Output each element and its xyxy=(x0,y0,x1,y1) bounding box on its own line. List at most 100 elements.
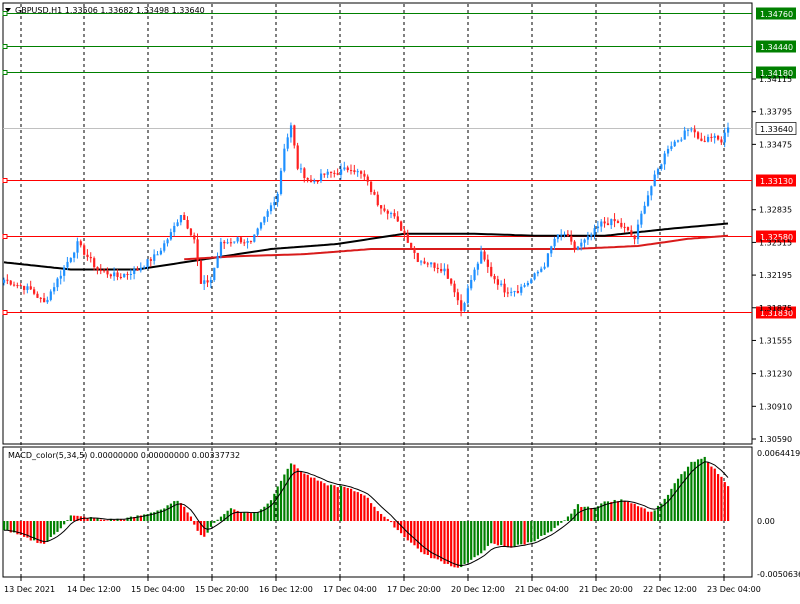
macd-bar xyxy=(463,521,466,564)
macd-bar xyxy=(663,498,666,521)
macd-bar xyxy=(116,518,119,521)
level-handle-2[interactable] xyxy=(2,70,8,75)
candle-body xyxy=(473,269,476,280)
candle-body xyxy=(506,292,509,294)
candle-body xyxy=(356,171,359,173)
ma-black-line xyxy=(3,222,729,271)
macd-bar xyxy=(286,468,289,521)
macd-bar xyxy=(326,485,329,521)
level-handle-3[interactable] xyxy=(2,178,8,183)
candle-body xyxy=(600,221,603,227)
macd-bar xyxy=(139,515,142,521)
time-tick-label-2: 15 Dec 04:00 xyxy=(131,585,185,594)
price-axis: 1.34115 1.33795 1.33475 1.32835 1.32515 1.321… xyxy=(752,75,800,579)
macd-bar xyxy=(93,518,96,521)
candle-body xyxy=(179,214,183,223)
macd-bar xyxy=(553,521,556,528)
candle-body xyxy=(149,259,153,261)
macd-bar xyxy=(543,521,546,536)
macd-bar xyxy=(370,503,373,521)
candle-body xyxy=(29,286,32,290)
level-handle-4[interactable] xyxy=(2,234,8,239)
macd-bar xyxy=(353,491,356,521)
chart-title: GBPUSD,H1 1.33506 1.33682 1.33498 1.3364… xyxy=(15,6,205,15)
macd-bar xyxy=(13,521,16,533)
macd-bar xyxy=(700,458,703,521)
macd-bar xyxy=(3,521,6,531)
candle-body xyxy=(279,170,283,194)
candle-body xyxy=(556,234,560,239)
candle-body xyxy=(716,135,720,140)
candle-body xyxy=(530,279,533,283)
candle-body xyxy=(540,268,543,272)
macd-bar xyxy=(206,521,209,533)
level-handle-0[interactable] xyxy=(2,11,8,16)
macd-bar xyxy=(219,516,223,521)
macd-bar xyxy=(390,521,393,523)
time-axis: 13 Dec 2021 14 Dec 12:00 15 Dec 04:00 15 De… xyxy=(4,577,761,594)
level-handle-5[interactable] xyxy=(2,310,8,315)
macd-bar xyxy=(643,508,646,521)
candle-body xyxy=(686,129,690,131)
macd-bar xyxy=(510,521,513,548)
horizontal-levels: 1.34760 1.34440 1.34180 1.33130 1.32580 1.318… xyxy=(2,7,797,319)
macd-bar xyxy=(580,506,583,521)
candle-body xyxy=(593,228,596,235)
candle-body xyxy=(316,180,319,182)
macd-bar xyxy=(550,521,553,532)
macd-bar xyxy=(586,506,590,521)
macd-bar xyxy=(233,509,236,521)
collapse-triangle-icon[interactable] xyxy=(5,8,11,12)
candle-body xyxy=(63,267,66,276)
candle-body xyxy=(470,279,473,289)
macd-bar xyxy=(226,510,229,521)
macd-bar xyxy=(706,462,710,521)
macd-bar xyxy=(6,521,9,531)
macd-bar xyxy=(610,501,613,521)
candle-body xyxy=(313,180,316,183)
candle-body xyxy=(523,285,526,287)
level-label-4: 1.32580 xyxy=(760,233,793,242)
macd-bar xyxy=(640,507,643,521)
candle-body xyxy=(466,288,469,304)
candle-body xyxy=(510,291,513,293)
macd-bar xyxy=(129,516,132,521)
macd-bar xyxy=(56,521,59,532)
candle-body xyxy=(303,168,306,179)
macd-bar xyxy=(276,486,279,521)
macd-bar xyxy=(156,510,159,521)
candle-body xyxy=(550,246,553,254)
candle-body xyxy=(386,210,389,214)
candle-body xyxy=(396,216,399,222)
price-tick-label-3: 1.32835 xyxy=(759,206,792,215)
candle-body xyxy=(623,226,626,228)
candle-body xyxy=(6,279,9,281)
candle-body xyxy=(109,274,112,277)
candle-body xyxy=(286,137,289,149)
candle-body xyxy=(496,279,499,285)
macd-bar xyxy=(29,521,32,541)
candle-body xyxy=(33,289,36,294)
candle-body xyxy=(326,171,329,175)
candle-body xyxy=(333,172,336,174)
macd-bar xyxy=(656,505,660,521)
macd-bar xyxy=(470,521,473,560)
macd-bar xyxy=(623,500,626,521)
macd-bar xyxy=(189,516,193,521)
candle-body xyxy=(700,138,703,141)
candle-body xyxy=(710,136,713,138)
candle-body xyxy=(273,202,276,206)
macd-bar xyxy=(103,519,106,521)
macd-bar xyxy=(39,521,42,544)
macd-bar xyxy=(696,459,700,521)
candle-body xyxy=(536,271,540,274)
level-handle-1[interactable] xyxy=(2,44,8,49)
candle-body xyxy=(126,273,129,275)
candle-body xyxy=(133,268,136,274)
price-tick-label-1: 1.33795 xyxy=(759,108,792,117)
candle-body xyxy=(363,173,366,177)
candle-body xyxy=(243,242,246,244)
candle-body xyxy=(490,266,493,276)
macd-bar xyxy=(686,466,690,521)
macd-bar xyxy=(703,456,706,521)
